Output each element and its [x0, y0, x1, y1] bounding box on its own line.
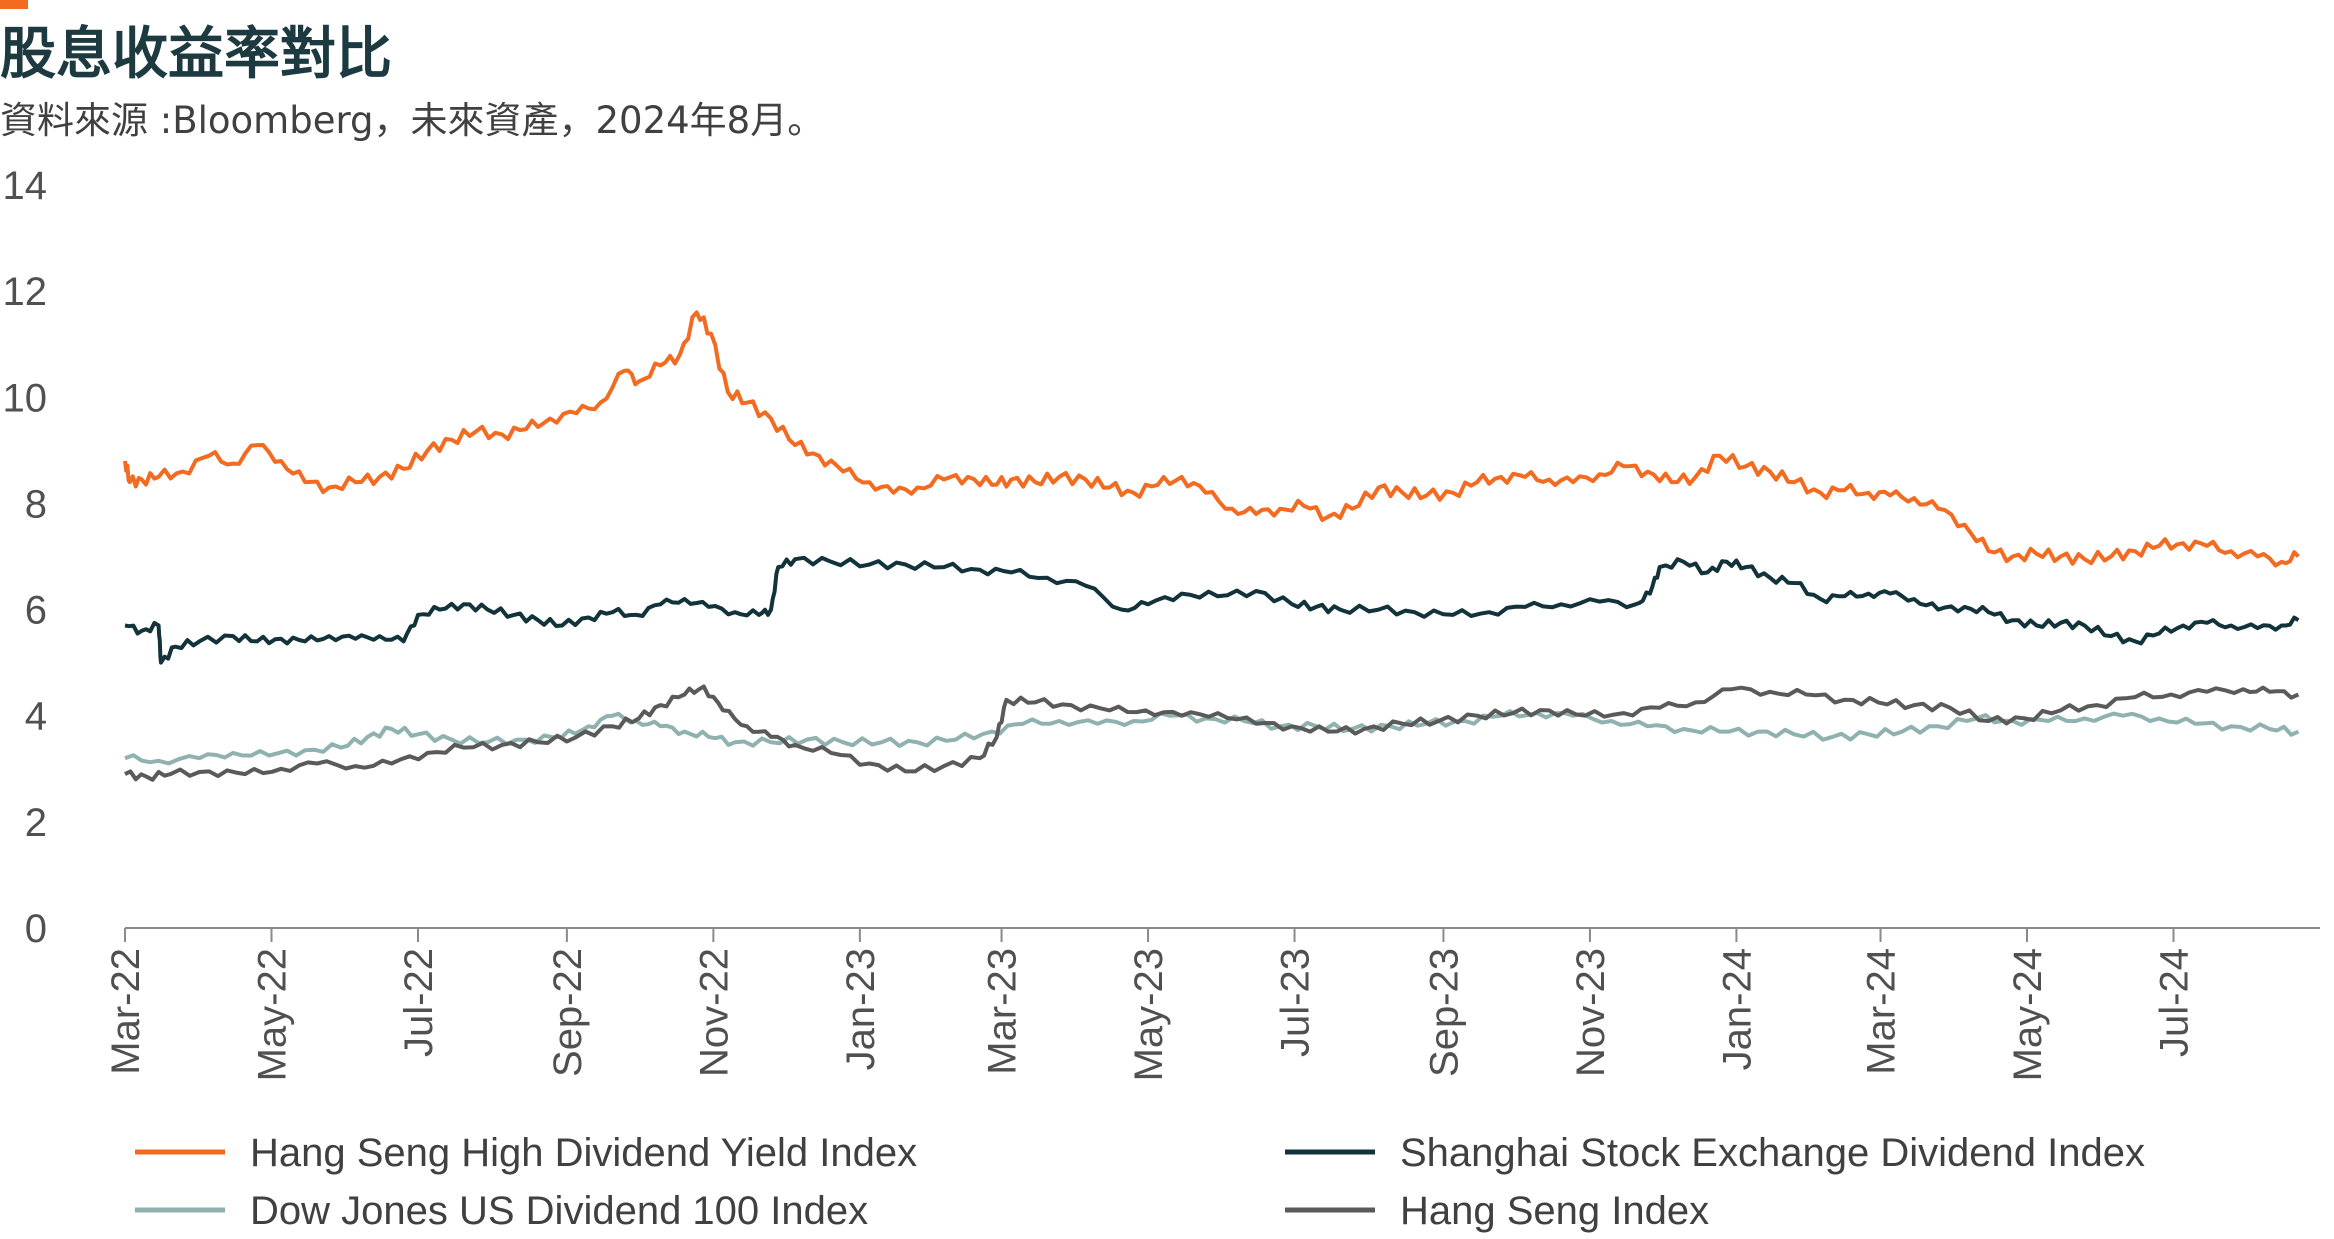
y-tick-label: 4	[25, 695, 47, 739]
x-tick-label: Sep-22	[546, 948, 590, 1077]
x-tick-label: Nov-23	[1569, 948, 1613, 1077]
x-axis-ticks: Mar-22 May-22 Jul-22 Sep-22 Nov-22 Jan-23 Mar-…	[104, 928, 2197, 1081]
y-tick-label: 12	[3, 270, 48, 314]
chart-source-note: 資料來源 :Bloomberg，未來資產，2024年8月。	[0, 99, 825, 142]
x-tick-label: Sep-23	[1422, 948, 1466, 1077]
y-tick-label: 14	[3, 164, 48, 208]
chart-title: 股息收益率對比	[0, 22, 392, 87]
x-tick-label: Jan-24	[1715, 948, 1759, 1070]
x-tick-label: Nov-22	[692, 948, 736, 1077]
x-tick-label: Mar-22	[104, 948, 148, 1075]
legend: Hang Seng High Dividend Yield Index Shang…	[135, 1131, 2145, 1233]
y-tick-label: 8	[25, 482, 47, 526]
y-tick-label: 2	[25, 801, 47, 845]
legend-label: Dow Jones US Dividend 100 Index	[250, 1189, 868, 1233]
series-line-3	[124, 684, 2300, 782]
x-tick-label: Jul-24	[2153, 948, 2197, 1057]
x-tick-label: May-23	[1127, 948, 1171, 1081]
x-tick-label: May-24	[2006, 948, 2050, 1081]
series-line-1	[124, 555, 2300, 665]
series-line-0	[123, 310, 2300, 568]
x-tick-label: Mar-24	[1860, 948, 1904, 1075]
x-tick-label: Jul-22	[397, 948, 441, 1057]
legend-label: Shanghai Stock Exchange Dividend Index	[1400, 1131, 2145, 1175]
legend-label: Hang Seng Index	[1400, 1189, 1709, 1233]
x-tick-label: Jan-23	[839, 948, 883, 1070]
y-tick-label: 10	[3, 376, 48, 420]
y-axis-ticks: 0 2 4 6 8 10 12 14	[3, 164, 48, 951]
legend-label: Hang Seng High Dividend Yield Index	[250, 1131, 917, 1175]
x-tick-label: Mar-23	[981, 948, 1025, 1075]
title-accent-bar	[0, 0, 28, 9]
y-tick-label: 0	[25, 907, 47, 951]
series-line-2	[124, 709, 2300, 766]
series-lines	[123, 310, 2300, 782]
x-tick-label: Jul-23	[1274, 948, 1318, 1057]
y-tick-label: 6	[25, 589, 47, 633]
x-tick-label: May-22	[250, 948, 294, 1081]
